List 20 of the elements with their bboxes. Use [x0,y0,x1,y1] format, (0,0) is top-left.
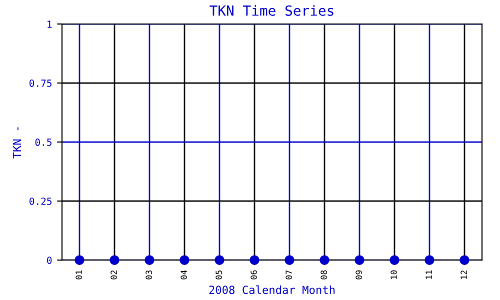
x-tick-label: 05 [216,270,222,280]
y-tick-label: 0.25 [29,198,52,205]
x-tick-label: 06 [250,270,257,280]
x-tick-label: 04 [180,270,187,280]
x-tick-label: 08 [320,270,327,280]
y-tick-label: 1 [48,20,52,28]
x-axis-title: 2008 Calendar Month [209,285,335,294]
x-tick-label: 01 [76,270,82,280]
x-tick-label: 02 [110,270,117,280]
x-tick-label: 11 [426,270,432,279]
x-tick-label: 10 [390,270,397,279]
chart-title: TKN Time Series [210,5,334,16]
x-tick-label: 07 [286,270,292,280]
y-tick-label: 0.75 [29,80,52,87]
y-tick-label: 0.5 [35,138,52,146]
x-tick-label: 09 [356,270,362,280]
y-axis-title: TKN - [12,127,21,159]
y-tick-label: 0 [47,256,52,264]
x-tick-label: 03 [146,270,152,280]
x-tick-label: 12 [460,270,467,279]
